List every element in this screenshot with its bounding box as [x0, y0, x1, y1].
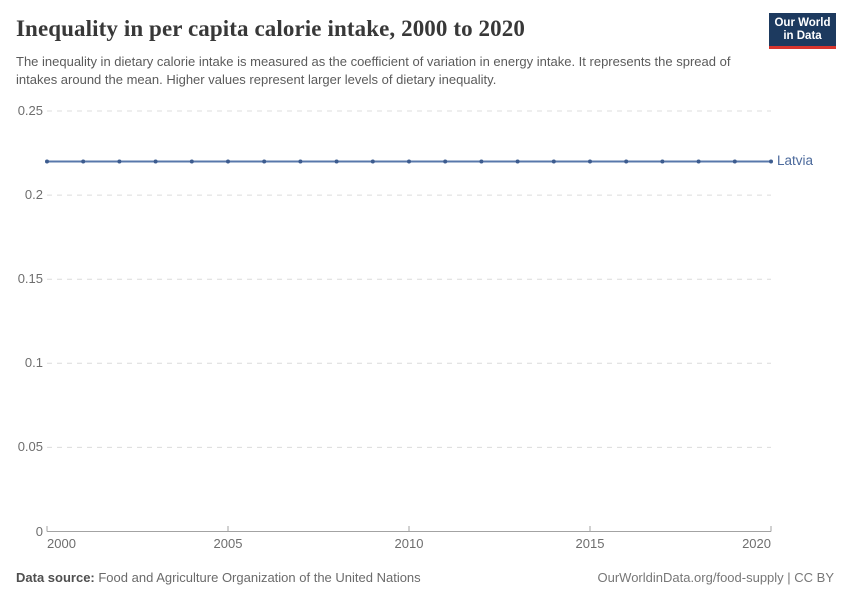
data-source-text: Food and Agriculture Organization of the… [94, 570, 421, 585]
y-axis-label: 0.05 [17, 439, 43, 455]
data-point[interactable] [660, 159, 665, 164]
data-point[interactable] [515, 159, 520, 164]
chart-subtitle: The inequality in dietary calorie intake… [16, 54, 731, 87]
owid-logo-line1: Our World [774, 16, 831, 29]
y-axis-label: 0.25 [17, 103, 43, 118]
data-source-label: Data source: [16, 570, 95, 585]
x-axis-label: 2000 [47, 536, 76, 551]
data-point[interactable] [81, 159, 86, 164]
data-point[interactable] [696, 159, 701, 164]
data-point[interactable] [769, 159, 773, 164]
data-point[interactable] [588, 159, 592, 164]
y-axis-label: 0.2 [24, 187, 43, 203]
y-axis-label: 0 [35, 523, 43, 539]
data-point[interactable] [732, 159, 737, 164]
data-point[interactable] [153, 159, 158, 164]
data-point[interactable] [443, 159, 448, 164]
owid-logo-line2: in Data [783, 29, 822, 42]
data-point[interactable] [262, 159, 267, 164]
data-source-note: Data source: Food and Agriculture Organi… [16, 569, 421, 586]
data-point[interactable] [551, 159, 556, 164]
series-label-latvia[interactable]: Latvia [777, 153, 814, 169]
data-point[interactable] [45, 159, 49, 164]
x-axis-label: 2015 [575, 536, 605, 551]
data-point[interactable] [624, 159, 629, 164]
y-axis-label: 0.15 [17, 271, 43, 287]
data-point[interactable] [370, 159, 375, 164]
chart-footer: Data source: Food and Agriculture Organi… [16, 569, 834, 586]
x-axis-label: 2005 [213, 536, 243, 551]
y-axis-label: 0.1 [24, 355, 43, 371]
data-point[interactable] [407, 159, 411, 164]
data-point[interactable] [479, 159, 484, 164]
data-point[interactable] [117, 159, 122, 164]
x-axis-label: 2020 [742, 536, 771, 551]
credit-link[interactable]: OurWorldinData.org/food-supply | CC BY [597, 570, 834, 585]
data-point[interactable] [298, 159, 303, 164]
owid-logo[interactable]: Our World in Data [769, 13, 836, 49]
page-title: Inequality in per capita calorie intake,… [16, 16, 525, 41]
data-point[interactable] [334, 159, 339, 164]
x-axis-label: 2010 [394, 536, 424, 551]
data-point[interactable] [226, 159, 230, 164]
data-point[interactable] [189, 159, 194, 164]
